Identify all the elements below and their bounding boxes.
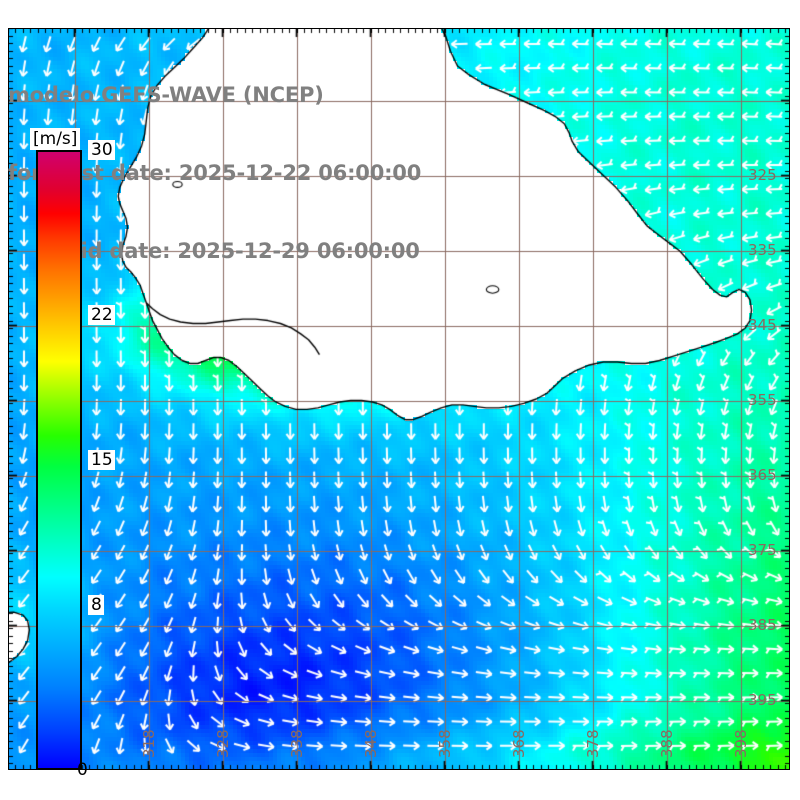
map-plot-frame[interactable] — [8, 28, 790, 770]
colorbar-tick-8: 8 — [88, 594, 104, 615]
title-line-forecast: forecast date: 2025-12-22 06:00:00 — [8, 161, 422, 185]
colorbar-tick-0: 0 — [77, 760, 88, 780]
title-line-valid: valid date: 2025-12-29 06:00:00 — [46, 239, 420, 263]
colorbar-tick-22: 22 — [88, 305, 115, 326]
colorbar-gradient — [36, 150, 82, 770]
colorbar[interactable]: 30 22 15 8 0 — [36, 140, 115, 780]
colorbar-unit-label: [m/s] — [30, 128, 81, 150]
figure-title-block: modelo GEFS-WAVE (NCEP) forecast date: 2… — [8, 30, 568, 316]
colorbar-tick-15: 15 — [88, 450, 115, 470]
colorbar-tick-30: 30 — [88, 140, 115, 160]
title-line-model: modelo GEFS-WAVE (NCEP) — [8, 83, 324, 107]
coastline-and-graticule-overlay — [9, 29, 789, 769]
